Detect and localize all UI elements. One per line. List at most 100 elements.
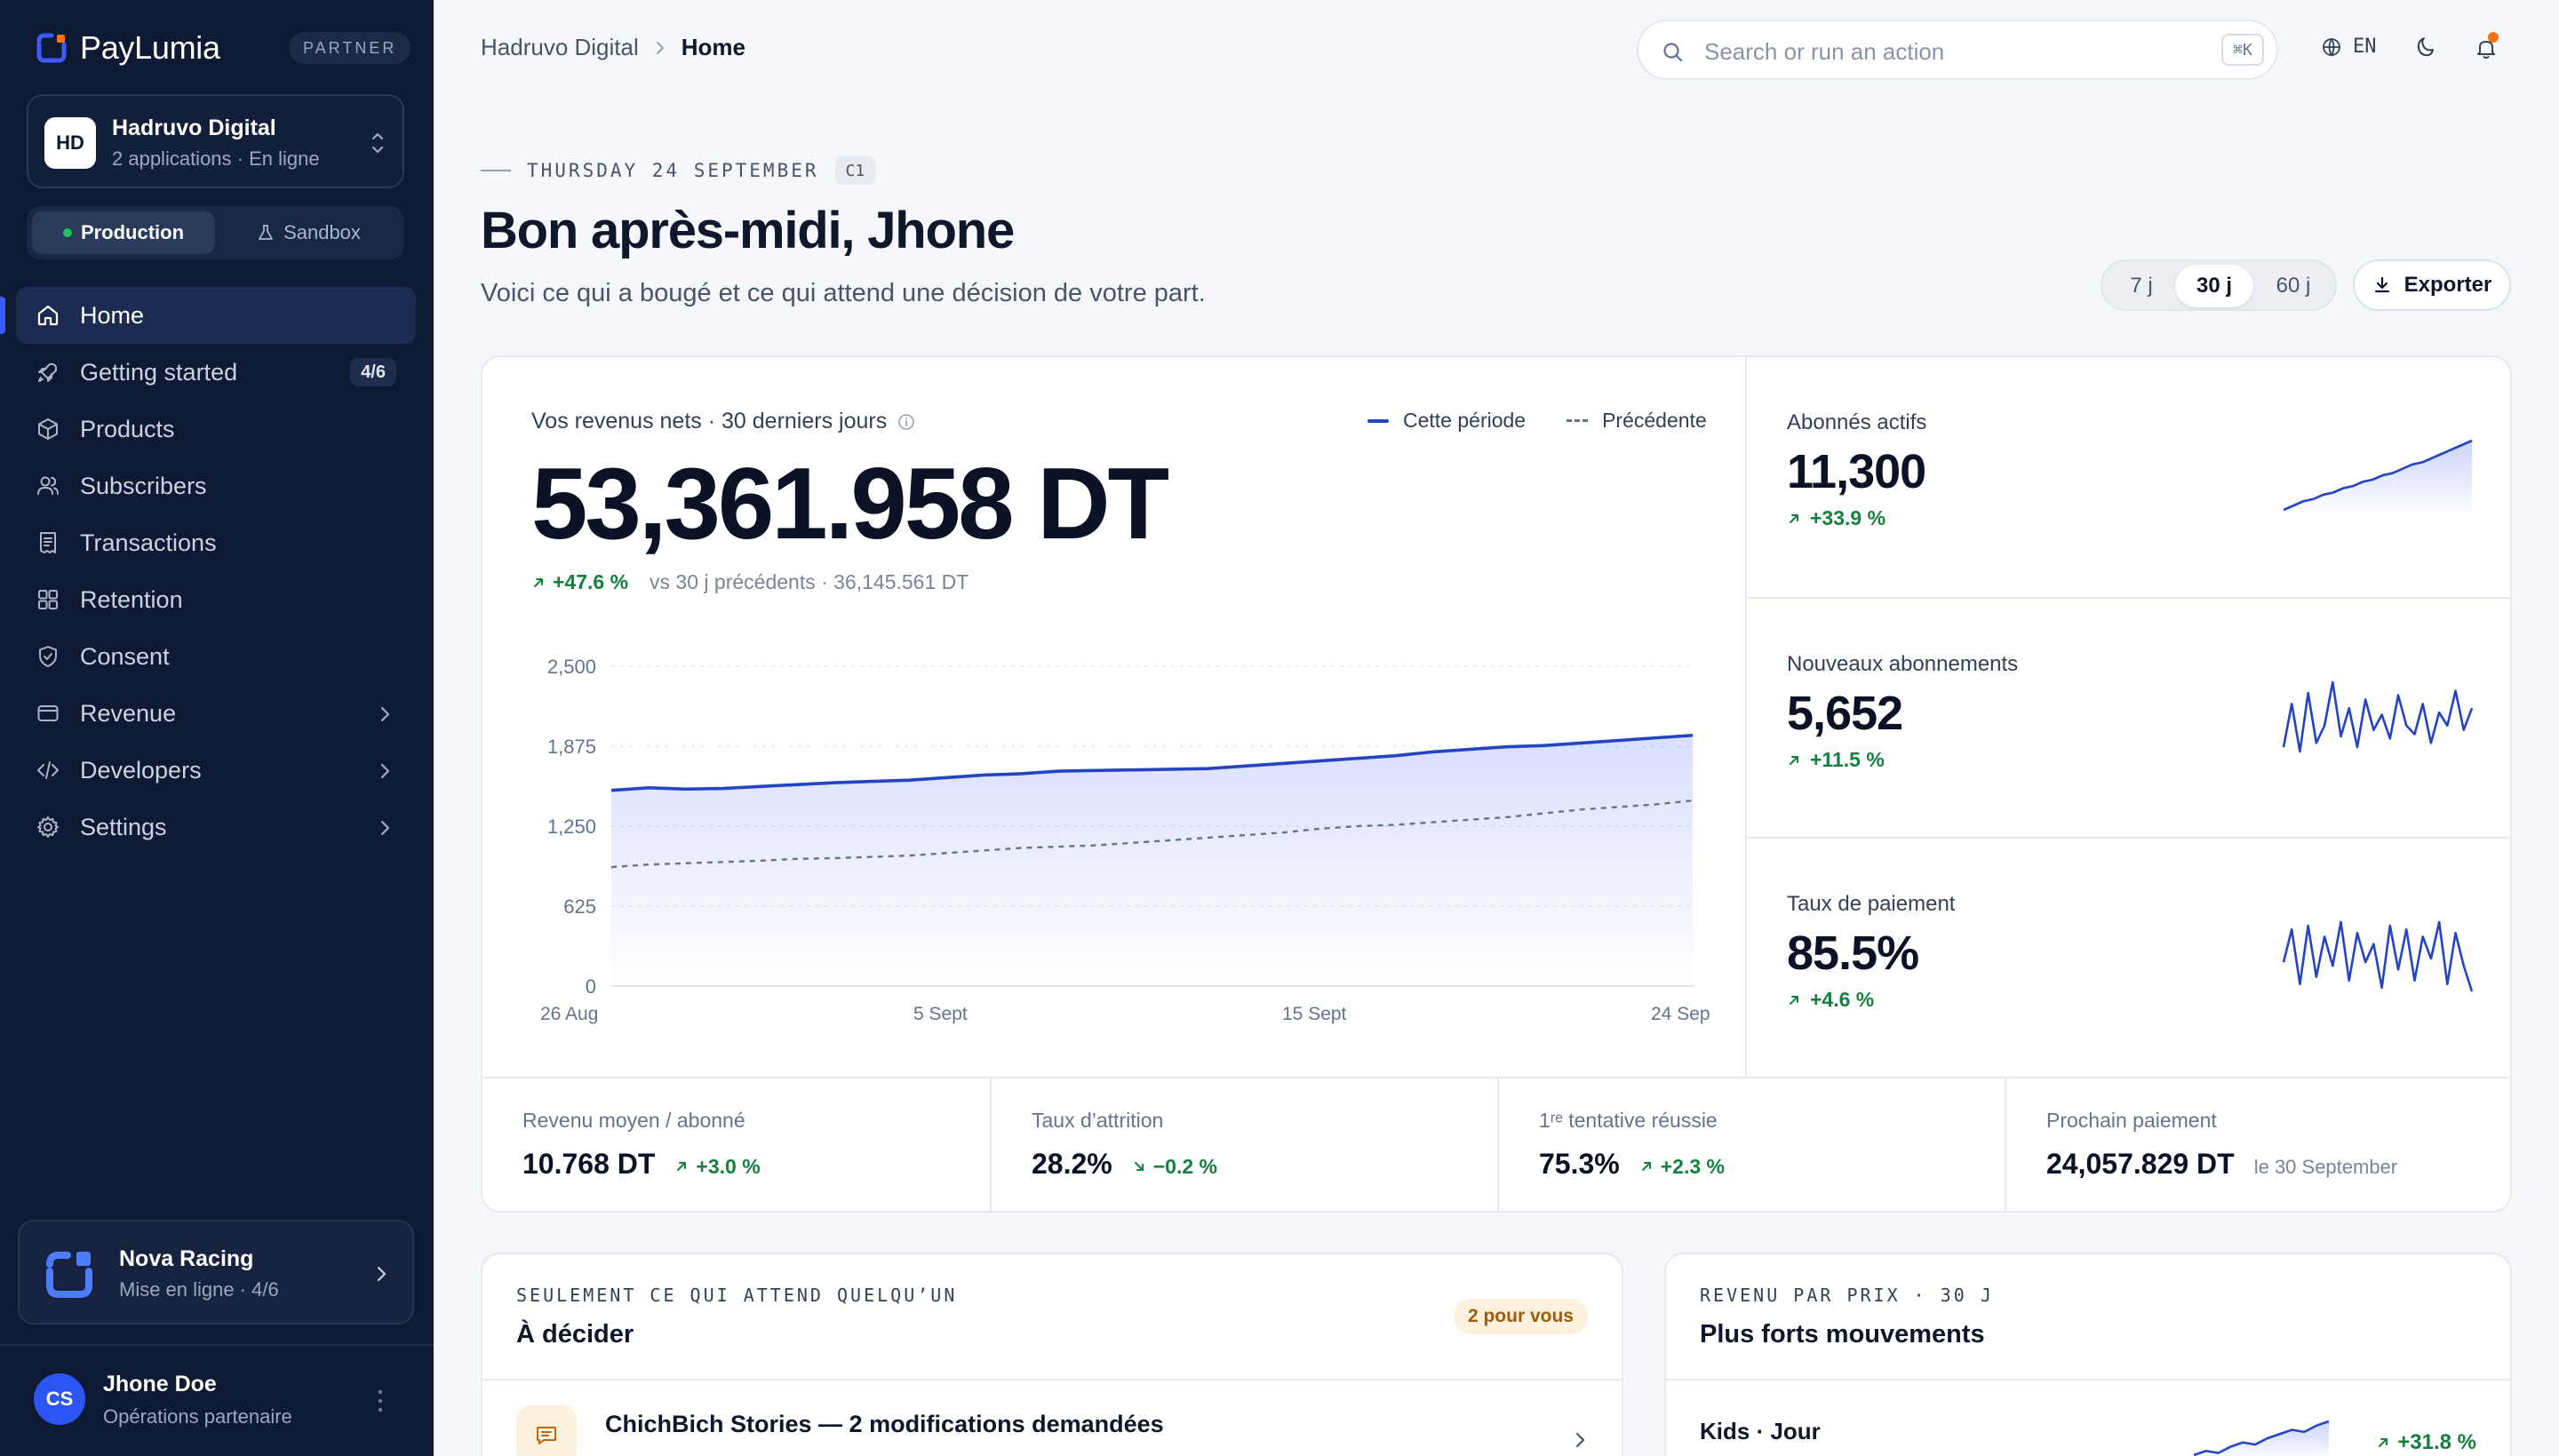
code-icon — [37, 761, 59, 779]
sidebar-item-subscribers[interactable]: Subscribers — [16, 457, 416, 514]
chevron-right-icon — [377, 1266, 387, 1282]
sidebar-item-label: Transactions — [80, 529, 217, 556]
chevron-right-icon[interactable] — [1574, 1430, 1586, 1450]
moon-icon[interactable] — [2415, 36, 2438, 59]
movers-card: REVENU PAR PRIX · 30 J Plus forts mouvem… — [1664, 1253, 2512, 1456]
kpi-delta-value: +4.6 % — [1810, 988, 1875, 1011]
revenue-title: Vos revenus nets · 30 derniers jours — [531, 409, 915, 434]
env-production-button[interactable]: Production — [32, 211, 215, 254]
legend-dashed-swatch — [1566, 419, 1589, 422]
bell-icon[interactable] — [2474, 36, 2499, 60]
period-60d-button[interactable]: 60 j — [2276, 274, 2311, 298]
stat-avg-revenue: Revenu moyen / abonné 10.768 DT +3.0 % — [482, 1078, 990, 1211]
kpi-delta: +33.9 % — [1787, 506, 1885, 530]
sparkline-line — [2283, 439, 2473, 512]
breadcrumb-org[interactable]: Hadruvo Digital — [481, 34, 639, 60]
kpi-payment-rate[interactable]: Taux de paiement 85.5% +4.6 % — [1747, 837, 2510, 1077]
kpi-value: 85.5% — [1787, 927, 1919, 980]
search-input[interactable]: Search or run an action ⌘K — [1637, 20, 2278, 80]
env-sandbox-button[interactable]: Sandbox — [219, 211, 399, 254]
stat-label: 1ʳᵉ tentative réussie — [1539, 1109, 1718, 1132]
revenue-chart: 2,500 1,875 1,250 625 0 26 Aug 5 Sept 15 Sept 24… — [540, 656, 1710, 1024]
rocket-icon — [38, 362, 58, 382]
users-icon — [37, 476, 59, 495]
sidebar-item-getting-started[interactable]: Getting started 4/6 — [16, 344, 416, 401]
y-tick-label: 2,500 — [547, 656, 596, 678]
project-subtitle: Mise en ligne · 4/6 — [119, 1278, 279, 1301]
arrow-down-right-icon — [1134, 1162, 1144, 1171]
project-card[interactable]: Nova Racing Mise en ligne · 4/6 — [18, 1220, 414, 1325]
todo-item-icon — [516, 1405, 577, 1456]
chevron-right-icon — [380, 820, 390, 836]
divider — [1666, 1379, 2510, 1380]
revenue-comparison: vs 30 j précédents · 36,145.561 DT — [650, 570, 969, 593]
language-switcher[interactable]: EN — [2321, 36, 2377, 58]
sidebar-item-label: Consent — [80, 642, 170, 670]
stat-delta-value: +2.3 % — [1660, 1154, 1725, 1178]
sidebar-item-consent[interactable]: Consent — [16, 628, 416, 685]
todo-item-title[interactable]: ChichBich Stories — 2 modifications dema… — [605, 1411, 1164, 1437]
sidebar-item-retention[interactable]: Retention — [16, 571, 416, 628]
stat-value: 28.2% — [1032, 1148, 1112, 1180]
y-tick-label: 625 — [563, 895, 596, 918]
chevron-right-icon — [380, 706, 390, 722]
kpi-label: Abonnés actifs — [1787, 410, 1927, 434]
partner-badge: PARTNER — [289, 32, 411, 64]
language-label: EN — [2353, 36, 2377, 58]
sparkline — [2193, 1420, 2330, 1456]
period-30d-button[interactable]: 30 j — [2175, 265, 2253, 307]
brand[interactable]: PayLumia — [36, 27, 220, 69]
sidebar-item-revenue[interactable]: Revenue — [16, 685, 416, 742]
period-7d-button[interactable]: 7 j — [2130, 274, 2153, 298]
org-subtitle: 2 applications · En ligne — [112, 147, 320, 170]
status-dot-icon — [62, 228, 72, 237]
stat-value: 10.768 DT — [522, 1148, 656, 1180]
arrow-up-right-icon — [677, 1162, 687, 1171]
info-icon[interactable] — [897, 413, 915, 431]
sidebar-item-developers[interactable]: Developers — [16, 742, 416, 799]
gear-icon — [37, 816, 59, 838]
period-selector: 7 j 30 j 60 j — [2101, 259, 2337, 311]
revenue-value: 53,361.958 DT — [531, 448, 1169, 561]
stat-delta: +2.3 % — [1639, 1155, 1725, 1179]
org-switcher[interactable]: HD Hadruvo Digital 2 applications · En l… — [27, 94, 404, 188]
card-title: À décider — [516, 1320, 634, 1349]
stat-delta: −0.2 % — [1132, 1155, 1217, 1179]
avatar[interactable]: CS — [34, 1373, 85, 1425]
divider — [482, 1077, 2510, 1078]
kpi-active-subscribers[interactable]: Abonnés actifs 11,300 +33.9 % — [1747, 357, 2510, 597]
sidebar-item-products[interactable]: Products — [16, 401, 416, 457]
sidebar-item-transactions[interactable]: Transactions — [16, 514, 416, 571]
arrow-up-right-icon — [1790, 513, 1798, 523]
export-button[interactable]: Exporter — [2353, 259, 2511, 311]
globe-icon — [2323, 37, 2340, 57]
card-kicker: SEULEMENT CE QUI ATTEND QUELQU’UN — [516, 1285, 958, 1306]
y-tick-label: 1,250 — [547, 816, 596, 838]
user-name: Jhone Doe — [103, 1372, 217, 1396]
more-vertical-icon[interactable] — [377, 1388, 384, 1414]
mover-item-name[interactable]: Kids · Jour — [1700, 1418, 1821, 1444]
active-indicator — [0, 297, 5, 334]
sidebar-item-settings[interactable]: Settings — [16, 799, 416, 855]
x-tick-label: 26 Aug — [540, 1004, 598, 1024]
divider — [481, 170, 511, 171]
env-sandbox-label: Sandbox — [283, 221, 361, 243]
sidebar-item-label: Revenue — [80, 699, 177, 727]
arrow-up-right-icon — [1790, 755, 1798, 765]
sidebar-item-home[interactable]: Home — [16, 287, 416, 344]
search-placeholder: Search or run an action — [1704, 38, 1945, 65]
chevron-right-icon — [656, 41, 664, 54]
divider — [1745, 357, 1747, 1078]
sparkline-line — [2193, 1420, 2330, 1456]
card-kicker: REVENU PAR PRIX · 30 J — [1700, 1285, 1994, 1306]
sidebar: PayLumia PARTNER HD Hadruvo Digital 2 ap… — [0, 0, 434, 1456]
kpi-label: Taux de paiement — [1787, 892, 1956, 916]
sidebar-item-label: Home — [80, 301, 145, 329]
sparkline — [2282, 680, 2474, 753]
y-tick-label: 0 — [586, 975, 596, 998]
environment-switch: Production Sandbox — [27, 206, 404, 259]
y-tick-label: 1,875 — [547, 736, 596, 758]
revenue-delta: +47.6 % — [531, 570, 628, 594]
legend-current: Cette période — [1403, 409, 1527, 432]
kpi-new-subscriptions[interactable]: Nouveaux abonnements 5,652 +11.5 % — [1747, 597, 2510, 837]
